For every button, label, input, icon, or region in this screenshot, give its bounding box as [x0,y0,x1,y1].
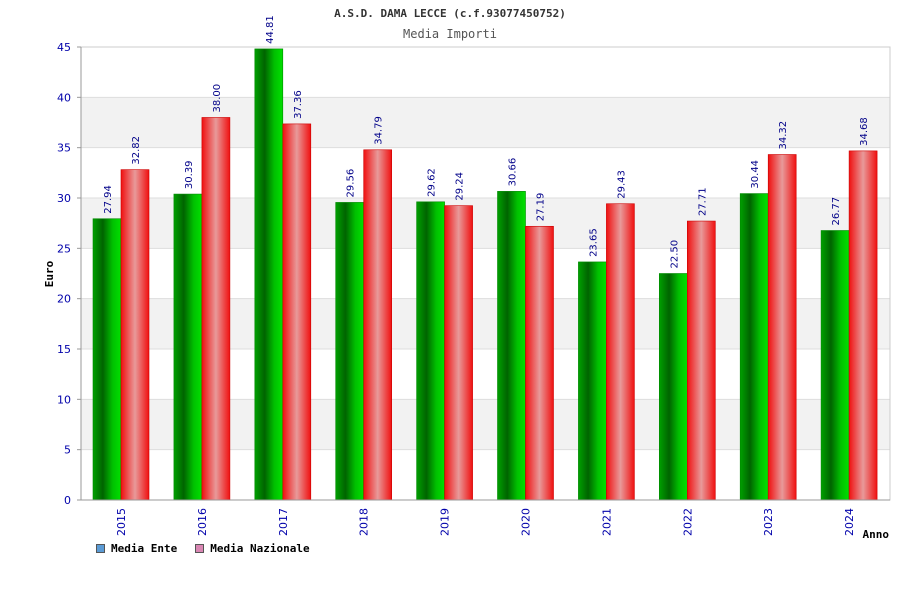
legend-label-media-ente: Media Ente [111,542,178,555]
bar-media-ente-2016 [173,193,203,501]
y-tick-label: 40 [57,91,71,104]
bar-media-ente-2018 [335,202,365,501]
x-tick-label: 2024 [843,508,856,536]
data-label: 29.62 [427,168,438,197]
y-tick-label: 0 [64,494,71,507]
bar-media-nazionale-2022 [686,220,716,501]
bar-media-nazionale-2024 [848,150,878,501]
x-tick-label: 2022 [681,508,694,536]
bar-media-nazionale-2017 [282,123,312,501]
y-tick-label: 45 [57,41,71,54]
data-label: 27.19 [536,193,547,222]
x-tick-label: 2020 [520,508,533,536]
y-tick-label: 25 [57,242,71,255]
data-label: 37.36 [293,90,304,119]
bar-media-nazionale-2019 [444,205,473,501]
bar-media-nazionale-2018 [363,149,393,501]
x-tick-label: 2016 [196,508,209,536]
bar-media-ente-2021 [578,261,607,501]
data-label: 34.68 [859,117,870,146]
x-tick-label: 2017 [277,508,290,536]
legend: Media Ente Media Nazionale [96,542,310,555]
data-label: 26.77 [831,197,842,226]
data-label: 44.81 [265,15,276,44]
x-tick-label: 2021 [600,508,613,536]
y-tick-label: 35 [57,142,71,155]
bar-media-nazionale-2016 [201,117,231,501]
y-tick-label: 15 [57,343,71,356]
legend-label-media-nazionale: Media Nazionale [210,542,310,555]
bar-media-nazionale-2023 [767,154,797,501]
data-label: 34.32 [778,121,789,150]
data-label: 34.79 [374,116,385,145]
legend-item-media-ente: Media Ente [96,542,177,555]
legend-swatch-media-ente [96,544,105,553]
bar-media-nazionale-2020 [525,225,554,501]
data-label: 29.56 [346,169,357,198]
data-label: 27.94 [103,185,114,214]
x-tick-label: 2015 [115,508,128,536]
data-label: 29.24 [455,172,466,201]
data-label: 22.50 [669,240,680,269]
y-tick-label: 30 [57,192,71,205]
data-label: 32.82 [131,136,142,165]
data-label: 30.66 [508,158,519,187]
bar-media-ente-2019 [416,201,445,501]
y-tick-label: 10 [57,393,71,406]
chart-title: A.S.D. DAMA LECCE (c.f.93077450752) [334,7,566,20]
bar-media-ente-2023 [739,193,769,501]
bar-media-ente-2022 [658,273,688,501]
chart-subtitle: Media Importi [403,27,497,41]
data-label: 30.44 [750,160,761,189]
data-label: 30.39 [184,160,195,189]
data-label: 29.43 [616,170,627,199]
x-axis-label: Anno [863,528,890,541]
data-label: 38.00 [212,84,223,113]
x-tick-label: 2019 [439,508,452,536]
bar-media-ente-2017 [254,48,284,501]
x-tick-label: 2023 [762,508,775,536]
legend-item-media-nazionale: Media Nazionale [195,542,310,555]
y-axis-label: Euro [43,260,56,287]
y-tick-label: 20 [57,293,71,306]
bar-media-ente-2024 [820,230,850,501]
bar-media-nazionale-2015 [120,169,150,501]
legend-swatch-media-nazionale [195,544,205,553]
y-tick-label: 5 [64,444,71,457]
bar-media-nazionale-2021 [606,203,635,501]
x-tick-label: 2018 [358,508,371,536]
bar-media-ente-2015 [92,218,122,501]
bar-media-ente-2020 [497,191,526,501]
data-label: 23.65 [588,228,599,257]
data-label: 27.71 [697,187,708,216]
